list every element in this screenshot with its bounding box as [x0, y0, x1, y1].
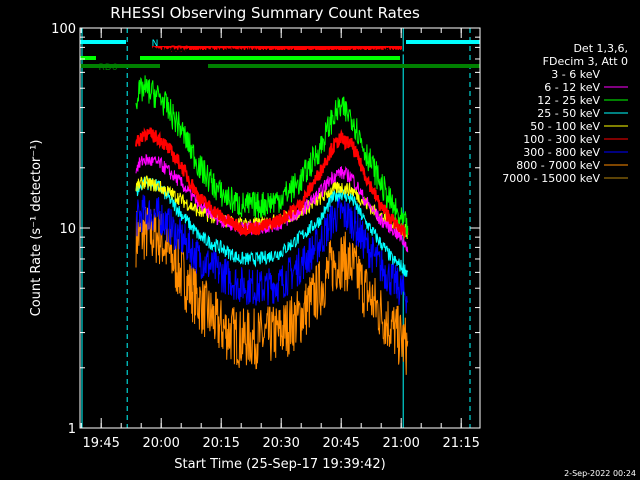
x-axis-label: Start Time (25-Sep-17 19:39:42): [174, 457, 385, 472]
x-tick-label-19-45: 19:45: [82, 436, 119, 451]
x-tick-label-20-30: 20:30: [262, 436, 299, 451]
legend-header-0: Det 1,3,6,: [573, 42, 628, 55]
y-tick-label-100: 100: [51, 22, 76, 37]
legend-label-12-25-kev: 12 - 25 keV: [537, 94, 600, 107]
legend-label-100-300-kev: 100 - 300 keV: [523, 133, 600, 146]
x-tick-label-20-15: 20:15: [202, 436, 239, 451]
flag-label-rd6: RD6: [99, 63, 118, 73]
y-axis-label: Count Rate (s⁻¹ detector⁻¹): [29, 140, 44, 317]
x-tick-label-20-45: 20:45: [322, 436, 359, 451]
x-tick-label-21-00: 21:00: [382, 436, 419, 451]
flag-label-n: N: [152, 39, 159, 49]
series-line-3-6-kev: [135, 42, 409, 57]
legend-label-25-50-kev: 25 - 50 keV: [537, 107, 600, 120]
legend-label-300-800-kev: 300 - 800 keV: [523, 146, 600, 159]
x-tick-label-20-00: 20:00: [142, 436, 179, 451]
series-line-12-25-kev: [135, 75, 409, 238]
series-line-25-50-kev: [135, 176, 409, 277]
legend-label-7000-15000-kev: 7000 - 15000 keV: [502, 172, 600, 185]
footer-date: 2-Sep-2022 00:24: [564, 469, 636, 478]
data-series: [135, 42, 409, 375]
series-line-800-7000-kev: [135, 207, 409, 375]
legend-label-6-12-kev: 6 - 12 keV: [544, 81, 600, 94]
series-line-100-300-kev: [135, 127, 409, 241]
x-tick-label-21-15: 21:15: [442, 436, 479, 451]
y-tick-label-1: 1: [68, 422, 76, 437]
y-tick-label-10: 10: [59, 222, 76, 237]
legend-label-3-6-kev: 3 - 6 keV: [551, 68, 600, 81]
legend-header-1: FDecim 3, Att 0: [543, 55, 628, 68]
legend-label-800-7000-kev: 800 - 7000 keV: [516, 159, 600, 172]
legend-label-50-100-kev: 50 - 100 keV: [530, 120, 600, 133]
chart-title: RHESSI Observing Summary Count Rates: [110, 4, 420, 22]
series-line-300-800-kev: [135, 194, 409, 314]
x-axis-ticks: 19:45 20:00 20:15 20:30 20:45 21:00 21:15: [80, 28, 480, 451]
